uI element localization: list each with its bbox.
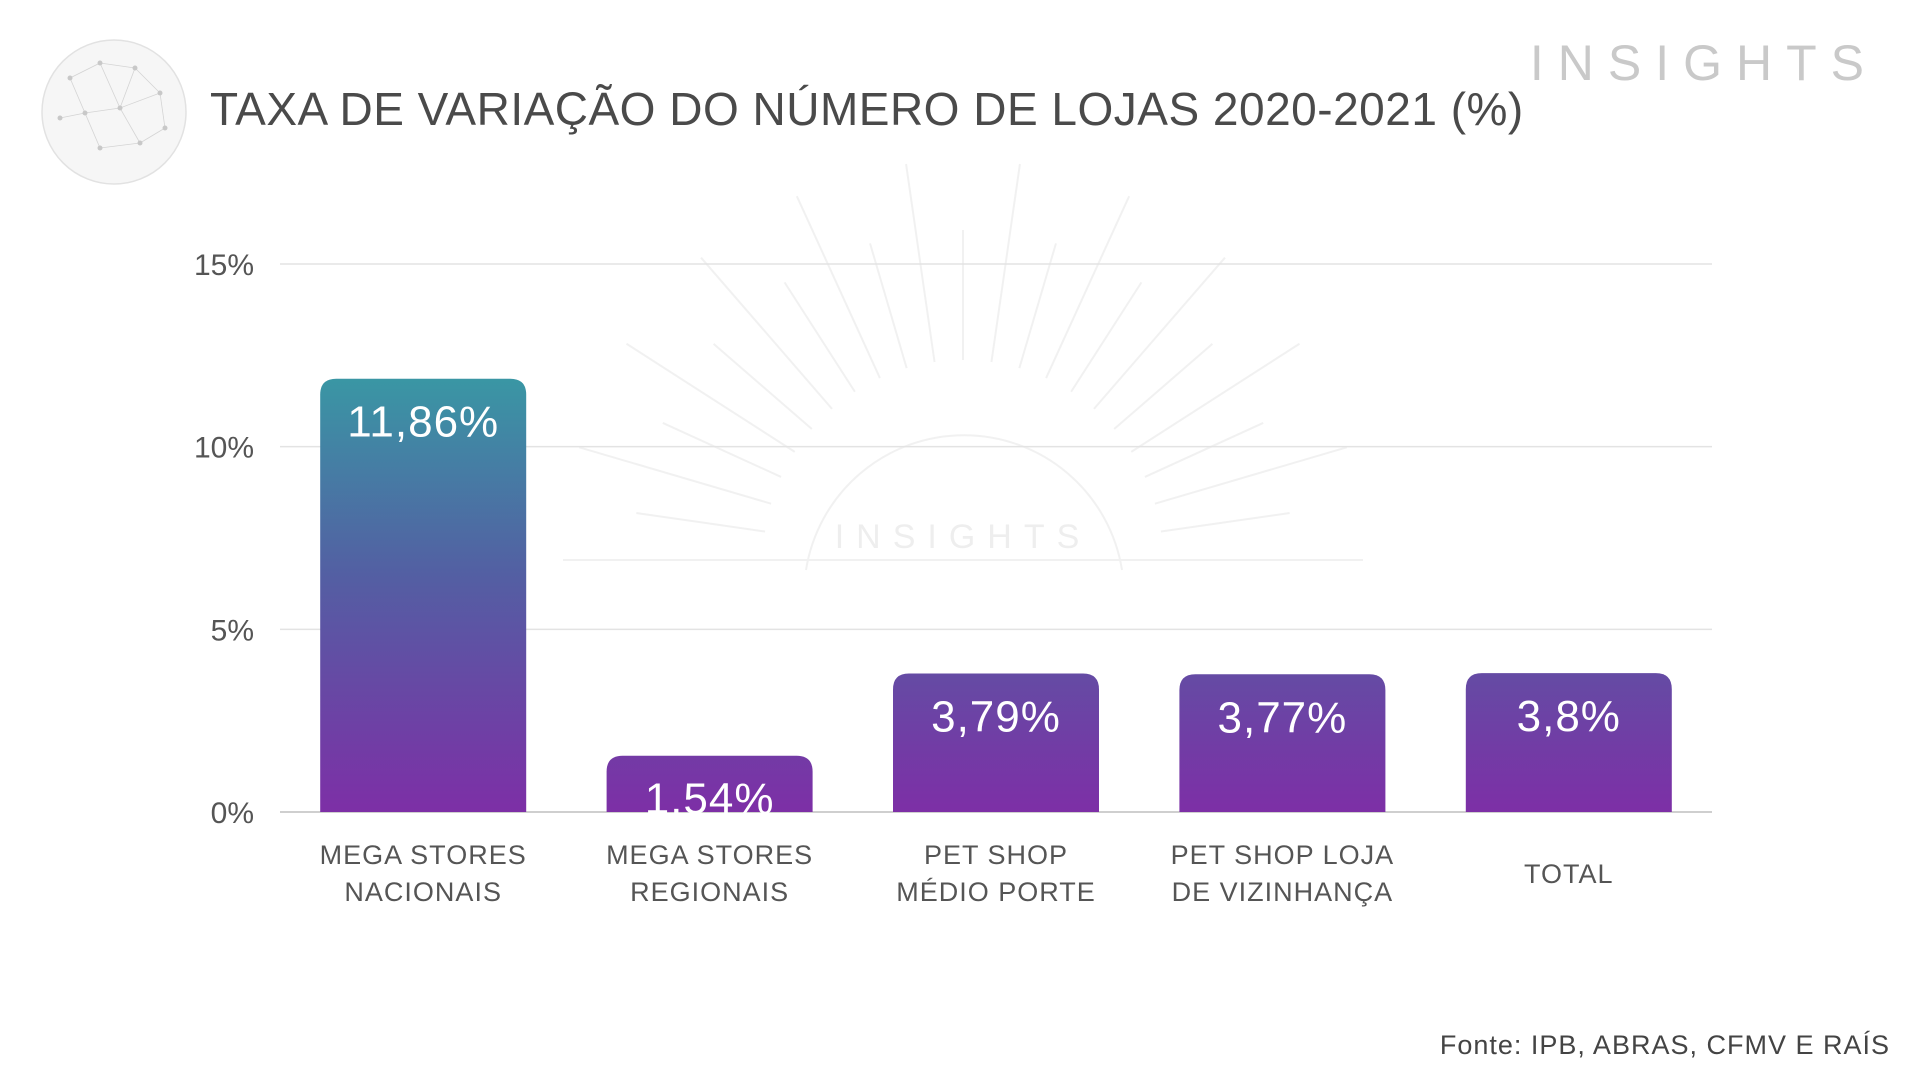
globe-logo-icon: [41, 39, 187, 185]
bars: [320, 378, 1672, 812]
source-note: Fonte: IPB, ABRAS, CFMV E RAÍS: [1439, 1030, 1890, 1060]
y-tick-label: 10%: [194, 432, 254, 465]
x-tick-label: TOTAL: [1524, 859, 1614, 889]
bar: [320, 378, 527, 812]
x-tick-label: MEGA STORES: [320, 840, 527, 870]
x-tick-label: PET SHOP LOJA: [1171, 840, 1395, 870]
x-tick-label: MÉDIO PORTE: [896, 877, 1096, 907]
sunburst-watermark: INSIGHTS: [563, 163, 1363, 571]
y-tick-label: 5%: [211, 614, 254, 647]
y-tick-label: 15%: [194, 249, 254, 282]
data-label: 3,8%: [1517, 692, 1621, 741]
chart-title: TAXA DE VARIAÇÃO DO NÚMERO DE LOJAS 2020…: [210, 83, 1524, 135]
data-label: 3,77%: [1218, 693, 1348, 742]
bar: [1179, 674, 1386, 812]
bar: [893, 673, 1099, 812]
y-tick-label: 0%: [211, 797, 254, 830]
data-label: 1,54%: [645, 775, 775, 824]
data-label: 11,86%: [347, 398, 499, 447]
x-axis-categories: MEGA STORES NACIONAIS MEGA STORES REGIONAIS…: [320, 840, 1614, 907]
brand-wordmark: INSIGHTS: [1529, 35, 1878, 91]
y-axis: 0% 5% 10% 15%: [194, 249, 254, 830]
x-tick-label: PET SHOP: [924, 840, 1068, 870]
bar: [606, 755, 813, 812]
x-tick-label: MEGA STORES: [606, 840, 813, 870]
x-tick-label: REGIONAIS: [630, 877, 789, 907]
data-label: 3,79%: [931, 693, 1061, 742]
data-labels: 11,86% 1,54% 3,79% 3,77% 3,8%: [347, 398, 1621, 824]
watermark-text: INSIGHTS: [835, 518, 1092, 556]
bar: [1465, 673, 1672, 812]
x-tick-label: NACIONAIS: [344, 877, 502, 907]
x-tick-label: DE VIZINHANÇA: [1172, 877, 1394, 907]
